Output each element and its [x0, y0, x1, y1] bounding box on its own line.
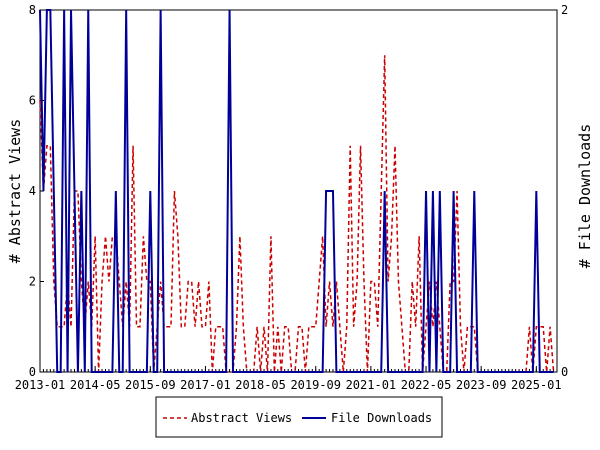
y-left-ticks: 0 2 4 6 8 [29, 3, 44, 379]
y-left-tick-label: 2 [29, 275, 36, 289]
x-tick-label: 2017-01 [180, 378, 231, 392]
x-tick-label: 2014-05 [70, 378, 121, 392]
y-left-tick-label: 8 [29, 3, 36, 17]
x-tick-label: 2022-05 [401, 378, 452, 392]
y-right-tick-label: 2 [561, 3, 568, 17]
x-tick-label: 2021-01 [346, 378, 397, 392]
x-tick-label: 2025-01 [511, 378, 562, 392]
y-left-axis-title: # Abstract Views [6, 119, 24, 264]
y-right-tick-label: 0 [561, 365, 568, 379]
x-tick-label: 2019-09 [290, 378, 341, 392]
series-layer [39, 9, 555, 373]
series-line-file-downloads [39, 9, 554, 373]
y-right-ticks: 02 [553, 3, 568, 379]
legend-label-file-downloads: File Downloads [331, 411, 432, 425]
legend: Abstract Views File Downloads [155, 396, 443, 438]
legend-label-abstract-views: Abstract Views [191, 411, 292, 425]
x-tick-label: 2018-05 [235, 378, 286, 392]
x-ticks: 2013-01 2014-05 2015-09 2017-01 2018-05 2019-… [15, 366, 562, 392]
y-left-tick-label: 4 [29, 184, 36, 198]
x-tick-label: 2023-09 [456, 378, 507, 392]
x-tick-label: 2015-09 [125, 378, 176, 392]
y-left-tick-label: 0 [29, 365, 36, 379]
y-right-axis-title: # File Downloads [576, 124, 594, 269]
x-tick-label: 2013-01 [15, 378, 66, 392]
legend-box [155, 396, 443, 438]
y-left-tick-label: 6 [29, 94, 36, 108]
